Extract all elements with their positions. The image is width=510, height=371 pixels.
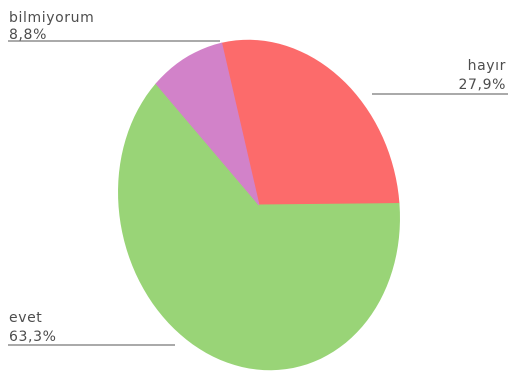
slice-label-bilmiyorum: bilmiyorum [9, 10, 94, 26]
pie-slice-bilmiyorum [155, 42, 260, 206]
slice-label-group-evet: evet 63,3% [8, 310, 175, 346]
slice-label-group-hayir: hayır 27,9% [372, 58, 508, 95]
slice-label-hayir: hayır [468, 58, 506, 74]
slice-value-evet: 63,3% [9, 329, 56, 345]
slice-label-group-bilmiyorum: bilmiyorum 8,8% [8, 10, 220, 43]
pie-slices [118, 39, 400, 371]
pie-slice-hayir [221, 39, 400, 206]
pie-slice-evet [118, 82, 400, 371]
slice-value-bilmiyorum: 8,8% [9, 27, 47, 43]
slice-value-hayir: 27,9% [459, 77, 506, 93]
slice-label-evet: evet [9, 310, 42, 326]
